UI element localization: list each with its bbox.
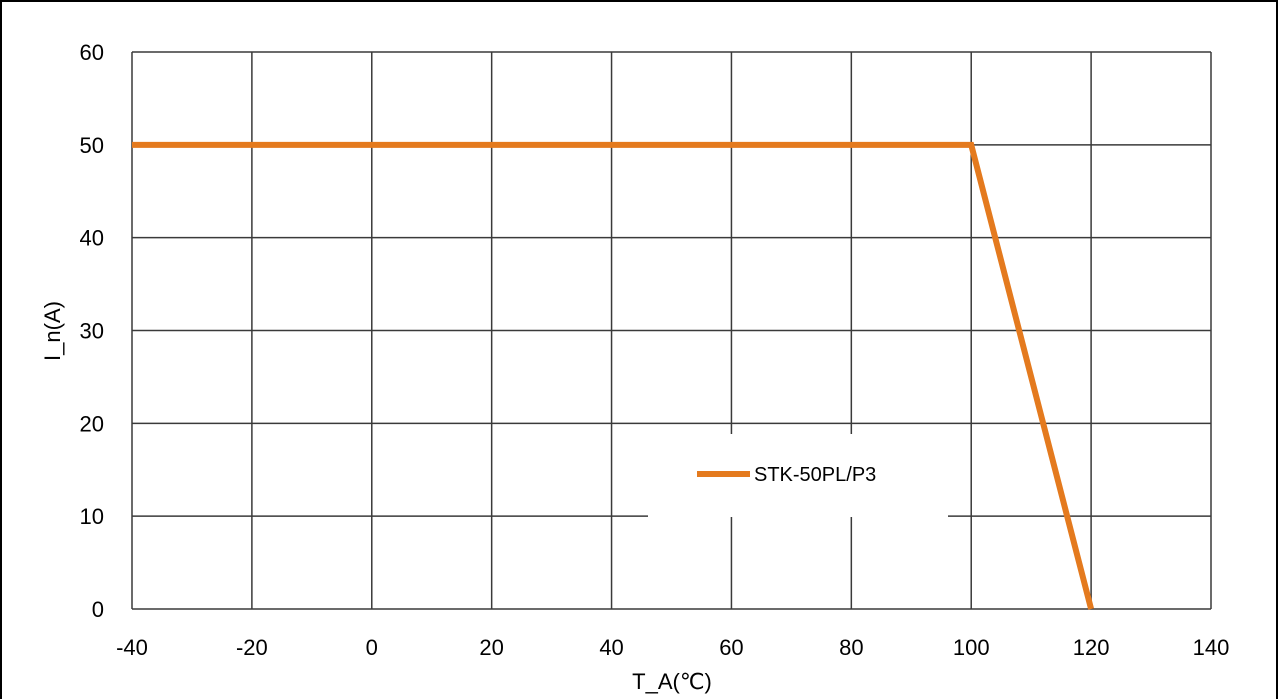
x-tick-label: -20 bbox=[236, 635, 268, 660]
y-tick-label: 60 bbox=[80, 40, 104, 65]
x-tick-label: 140 bbox=[1193, 635, 1230, 660]
x-tick-labels: -40 -20 0 20 40 60 80 100 120 140 bbox=[116, 635, 1229, 660]
x-tick-label: 60 bbox=[719, 635, 743, 660]
y-tick-label: 20 bbox=[80, 411, 104, 436]
series-layer bbox=[132, 141, 1095, 610]
series-line bbox=[132, 141, 1095, 610]
y-tick-label: 50 bbox=[80, 133, 104, 158]
x-tick-label: 0 bbox=[366, 635, 378, 660]
y-tick-label: 40 bbox=[80, 226, 104, 251]
y-tick-labels: 0 10 20 30 40 50 60 bbox=[80, 40, 104, 622]
x-tick-label: 100 bbox=[953, 635, 990, 660]
x-tick-label: -40 bbox=[116, 635, 148, 660]
legend-label: STK-50PL/P3 bbox=[754, 464, 876, 486]
x-tick-label: 80 bbox=[839, 635, 863, 660]
y-axis-title: I_n(A) bbox=[40, 301, 65, 361]
legend: STK-50PL/P3 bbox=[648, 434, 948, 517]
x-tick-label: 20 bbox=[479, 635, 503, 660]
y-tick-label: 10 bbox=[80, 504, 104, 529]
x-tick-label: 120 bbox=[1073, 635, 1110, 660]
y-tick-label: 0 bbox=[92, 597, 104, 622]
y-tick-label: 30 bbox=[80, 319, 104, 344]
x-axis-title: T_A(℃) bbox=[632, 669, 712, 694]
x-tick-label: 40 bbox=[599, 635, 623, 660]
